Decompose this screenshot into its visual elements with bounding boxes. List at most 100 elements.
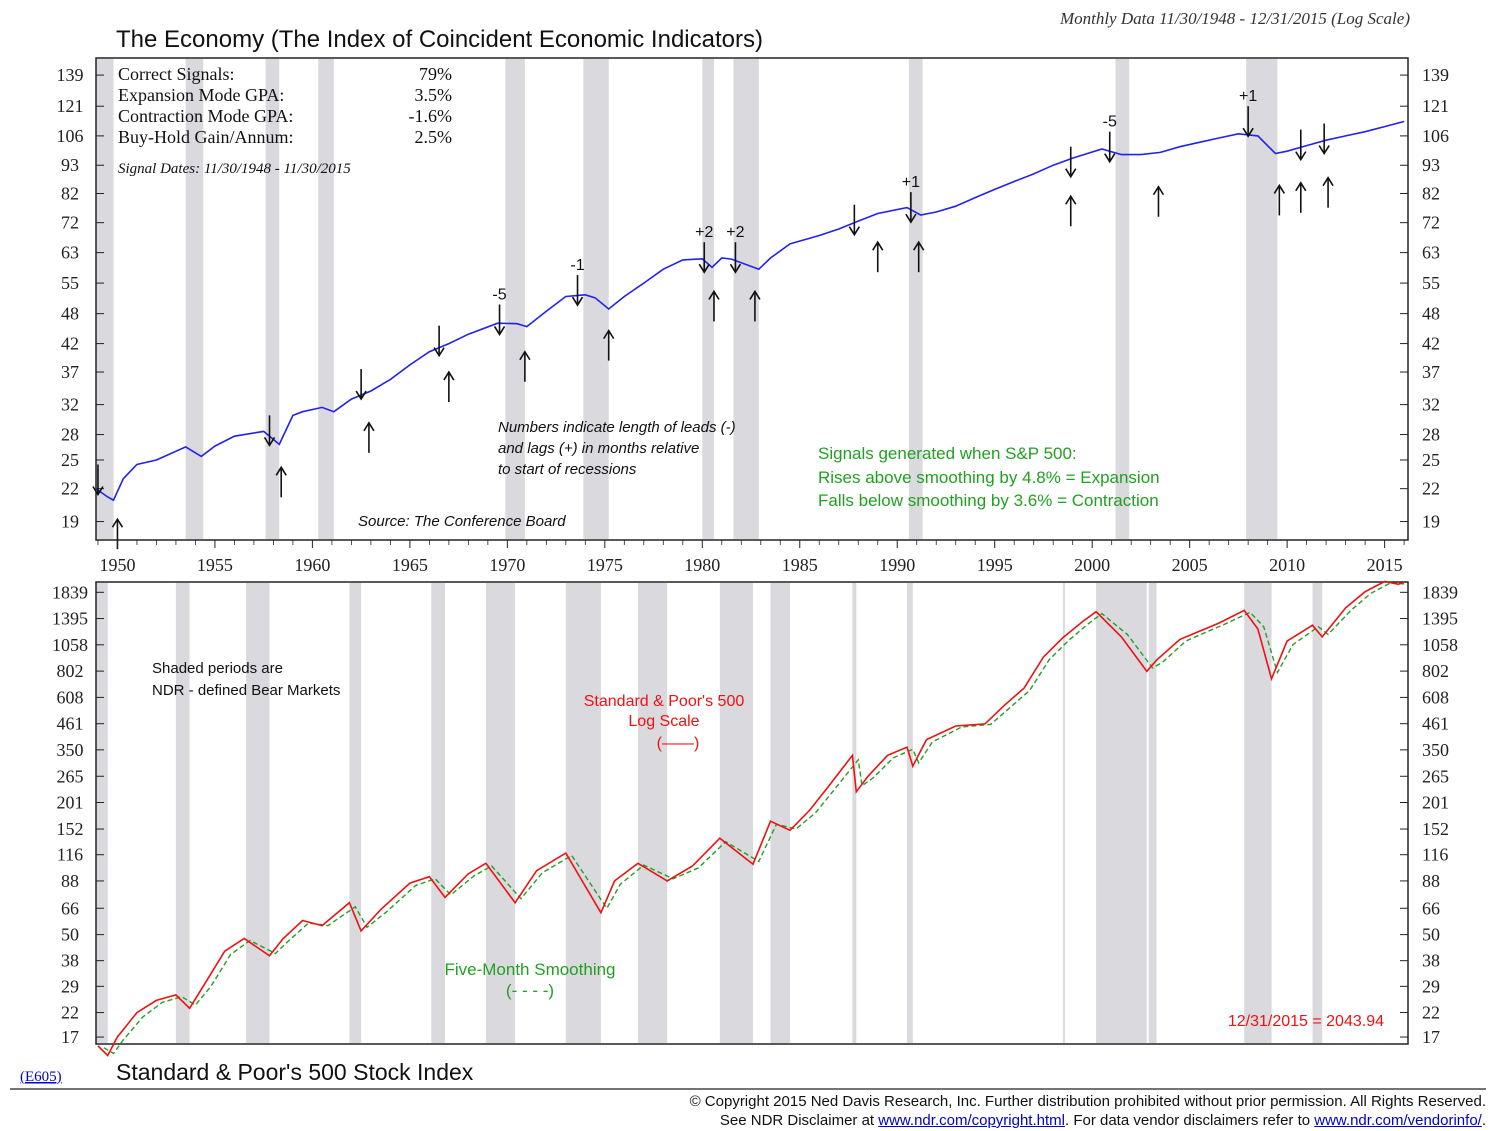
x-tick-label: 2010 — [1269, 555, 1305, 575]
economy-y-tick-label-right: 19 — [1422, 512, 1440, 532]
economy-y-tick-label-right: 37 — [1422, 362, 1440, 382]
recession-band-9 — [1115, 59, 1130, 539]
sp500-y-tick-label-right: 22 — [1422, 1003, 1440, 1023]
up-arrow-head — [443, 370, 455, 381]
bear-market-band-5 — [485, 583, 516, 1043]
sp500-y-tick-label-left: 802 — [57, 661, 84, 681]
sp500-y-tick-label-right: 38 — [1422, 951, 1440, 971]
stat-label-expansion-gpa: Expansion Mode GPA: — [118, 85, 284, 105]
up-arrow-head — [363, 421, 375, 432]
sp500-y-tick-label-left: 201 — [57, 793, 84, 813]
sp500-y-tick-label-left: 29 — [61, 976, 79, 996]
economy-y-tick-label-right: 106 — [1422, 126, 1449, 146]
down-arrow-head — [698, 263, 710, 274]
economy-y-tick-label-left: 22 — [61, 479, 79, 499]
economy-y-tick-label-right: 93 — [1422, 155, 1440, 175]
disclaimer-post: . — [1481, 1112, 1486, 1129]
economy-y-tick-label-left: 93 — [61, 155, 79, 175]
sp500-y-tick-label-right: 802 — [1422, 661, 1449, 681]
sp500-y-tick-label-left: 152 — [57, 819, 84, 839]
up-arrow-head — [913, 240, 925, 251]
up-arrow-head — [872, 240, 884, 251]
bear-market-band-1 — [175, 583, 190, 1043]
economy-y-tick-label-left: 25 — [61, 450, 79, 470]
x-tick-label: 2000 — [1074, 555, 1110, 575]
sp500-y-tick-label-right: 201 — [1422, 793, 1449, 813]
x-tick-label: 1965 — [392, 555, 428, 575]
source-note: Source: The Conference Board — [358, 513, 566, 530]
stat-value-contraction-gpa: -1.6% — [409, 106, 453, 126]
sp500-y-tick-label-right: 1395 — [1422, 609, 1458, 629]
stat-value-correct-signals: 79% — [419, 64, 452, 84]
sp500-y-tick-label-right: 116 — [1422, 845, 1448, 865]
sp500-y-tick-label-left: 50 — [61, 925, 79, 945]
disclaimer-line: See NDR Disclaimer at www.ndr.com/copyri… — [0, 1111, 1486, 1130]
sp500-y-ticks-right: 17 22 29 38 50 66 88 116 152 201 265 350 461 608 802 10… — [1400, 582, 1458, 1047]
down-arrow-head — [355, 390, 367, 401]
shaded-note-1: Shaded periods are — [152, 660, 283, 677]
bear-market-band-14 — [1148, 583, 1157, 1043]
sp500-y-tick-label-left: 66 — [61, 898, 79, 918]
economy-y-tick-label-right: 42 — [1422, 334, 1440, 354]
sp500-y-tick-label-left: 265 — [57, 766, 84, 786]
x-axis-ticks: 1950 1955 1960 1965 1970 1975 1980 1985 1990 1995… — [97, 540, 1405, 575]
chart-code-link[interactable]: (E605) — [20, 1069, 62, 1085]
economy-y-tick-label-left: 55 — [61, 273, 79, 293]
down-arrow-head — [571, 296, 584, 307]
bear-market-band-8 — [719, 583, 753, 1043]
sp500-y-tick-label-left: 38 — [61, 951, 79, 971]
stat-value-buy-hold: 2.5% — [415, 127, 453, 147]
sp500-y-tick-label-left: 608 — [57, 687, 84, 707]
up-arrow-head — [275, 465, 287, 476]
bear-market-band-11 — [906, 583, 913, 1043]
x-tick-label: 1975 — [587, 555, 623, 575]
lead-lag-note-3: to start of recessions — [498, 461, 637, 478]
bear-market-band-12 — [1062, 583, 1065, 1043]
economy-panel-frame — [95, 57, 1409, 541]
x-tick-label: 1985 — [782, 555, 818, 575]
down-arrow-head — [729, 263, 742, 274]
signal-arrows: -5 -1 +2 +2 +1 -5 +1 — [92, 88, 1334, 550]
economy-y-tick-label-left: 28 — [61, 425, 79, 445]
economy-y-tick-label-left: 63 — [61, 243, 79, 263]
sp500-y-tick-label-left: 1058 — [52, 635, 88, 655]
up-arrow-head — [1065, 194, 1077, 205]
sp500-series — [97, 580, 1405, 1057]
economy-y-tick-label-left: 19 — [61, 512, 79, 532]
up-arrow-head — [1295, 181, 1307, 192]
signal-lead-lag-label: -5 — [492, 286, 506, 303]
sp500-y-tick-label-right: 50 — [1422, 925, 1440, 945]
recession-band-3 — [318, 59, 334, 539]
sp500-y-tick-label-right: 265 — [1422, 766, 1449, 786]
stat-value-expansion-gpa: 3.5% — [415, 85, 453, 105]
economy-y-tick-label-right: 63 — [1422, 243, 1440, 263]
down-arrow-head — [905, 213, 917, 224]
recession-shading — [96, 59, 1278, 539]
lead-lag-note-1: Numbers indicate length of leads (-) — [498, 419, 736, 436]
vendor-info-link[interactable]: www.ndr.com/vendorinfo/ — [1314, 1112, 1482, 1129]
economy-y-ticks-left: 19 22 25 28 32 37 42 48 55 63 72 82 93 106 121 139 — [57, 65, 104, 532]
sp500-y-tick-label-right: 350 — [1422, 740, 1449, 760]
signal-lead-lag-label: +1 — [902, 174, 920, 191]
up-arrow-head — [749, 289, 761, 300]
down-arrow-head — [493, 326, 506, 336]
economy-y-tick-label-left: 106 — [57, 126, 84, 146]
sp500-y-tick-label-left: 22 — [61, 1003, 79, 1023]
signal-lead-lag-label: +2 — [695, 224, 713, 241]
economy-y-tick-label-right: 22 — [1422, 479, 1440, 499]
down-arrow-head — [848, 226, 861, 237]
copyright-link[interactable]: www.ndr.com/copyright.html — [878, 1112, 1065, 1129]
lead-lag-note-2: and lags (+) in months relative — [498, 440, 699, 457]
x-tick-label: 1970 — [489, 555, 525, 575]
economy-y-tick-label-right: 32 — [1422, 395, 1440, 415]
bear-market-band-7 — [637, 583, 668, 1043]
signal-rule-2: Rises above smoothing by 4.8% = Expansio… — [818, 468, 1160, 487]
shaded-note-2: NDR - defined Bear Markets — [152, 682, 340, 699]
last-value-label: 12/31/2015 = 2043.94 — [1228, 1013, 1384, 1030]
disclaimer-mid: . For data vendor disclaimers refer to — [1064, 1112, 1315, 1129]
sp500-y-tick-label-left: 461 — [57, 714, 84, 734]
stats-box: Correct Signals: 79% Expansion Mode GPA:… — [118, 64, 452, 177]
x-tick-label: 2005 — [1172, 555, 1208, 575]
sp500-panel-frame — [95, 581, 1409, 1045]
